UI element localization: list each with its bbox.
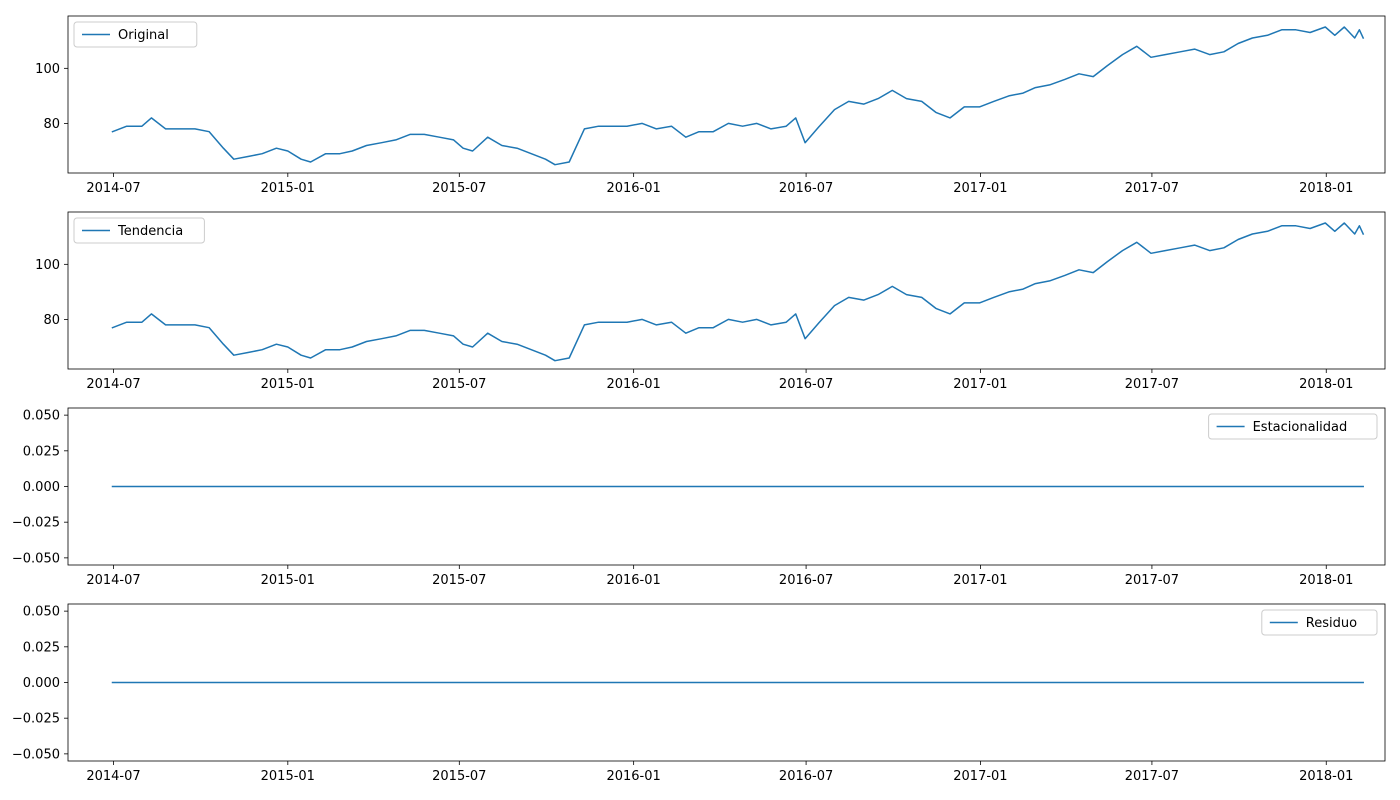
y-tick-label: −0.050 [12,551,60,566]
x-tick-label: 2017-07 [1125,769,1179,784]
x-tick-label: 2017-01 [953,573,1007,588]
legend-label: Residuo [1306,616,1357,631]
series-line-tendencia [111,222,1365,362]
x-tick-label: 2018-01 [1299,769,1353,784]
series-line-original [111,26,1365,166]
legend-box [1208,413,1378,440]
legend: Residuo [1261,609,1378,636]
x-tick-label: 2014-07 [86,377,140,392]
legend-box [73,217,205,244]
y-tick-label: 0.000 [23,480,60,495]
x-tick-label: 2015-01 [261,181,315,196]
y-tick-label: −0.025 [12,516,60,531]
x-tick-label: 2016-07 [779,769,833,784]
x-tick-label: 2016-01 [606,181,660,196]
x-tick-label: 2014-07 [86,769,140,784]
y-tick-label: 80 [43,313,60,328]
y-tick-label: 0.025 [23,444,60,459]
legend-label: Tendencia [117,224,183,239]
axes-frame [67,15,1386,174]
panel-3: 2014-07 2015-01 2015-07 2016-01 2016-07 2017-… [12,407,1386,588]
axes-frame [67,211,1386,370]
x-tick-label: 2018-01 [1299,573,1353,588]
x-tick-label: 2017-01 [953,181,1007,196]
x-tick-label: 2017-07 [1125,573,1179,588]
y-tick-label: 100 [35,62,60,77]
legend-label: Estacionalidad [1253,420,1348,435]
x-tick-label: 2018-01 [1299,377,1353,392]
y-tick-label: −0.025 [12,712,60,727]
y-tick-label: 0.050 [23,605,60,620]
x-tick-label: 2015-01 [261,573,315,588]
panel-1: 2014-07 2015-01 2015-07 2016-01 2016-07 2017-… [35,15,1386,196]
x-tick-label: 2016-07 [779,573,833,588]
y-tick-label: −0.050 [12,747,60,762]
y-tick-label: 0.050 [23,409,60,424]
y-tick-label: 80 [43,117,60,132]
legend: Estacionalidad [1208,413,1378,440]
x-tick-label: 2014-07 [86,181,140,196]
legend-label: Original [118,28,169,43]
x-tick-label: 2015-07 [432,181,486,196]
x-tick-label: 2017-07 [1125,181,1179,196]
legend: Original [73,21,198,48]
panel-2: 2014-07 2015-01 2015-07 2016-01 2016-07 2017-… [35,211,1386,392]
x-tick-label: 2017-01 [953,377,1007,392]
x-tick-label: 2015-01 [261,377,315,392]
legend-box [1261,609,1378,636]
x-tick-label: 2018-01 [1299,181,1353,196]
panel-4: 2014-07 2015-01 2015-07 2016-01 2016-07 2017-… [12,603,1386,784]
x-tick-label: 2017-01 [953,769,1007,784]
legend-box [73,21,198,48]
x-tick-label: 2015-01 [261,769,315,784]
legend: Tendencia [73,217,205,244]
x-tick-label: 2016-01 [606,769,660,784]
x-tick-label: 2015-07 [432,377,486,392]
x-tick-label: 2015-07 [432,769,486,784]
y-tick-label: 0.000 [23,676,60,691]
x-tick-label: 2016-07 [779,181,833,196]
y-tick-label: 0.025 [23,640,60,655]
x-tick-label: 2014-07 [86,573,140,588]
x-tick-label: 2017-07 [1125,377,1179,392]
x-tick-label: 2015-07 [432,573,486,588]
x-tick-label: 2016-01 [606,573,660,588]
x-tick-label: 2016-01 [606,377,660,392]
y-tick-label: 100 [35,258,60,273]
x-tick-label: 2016-07 [779,377,833,392]
